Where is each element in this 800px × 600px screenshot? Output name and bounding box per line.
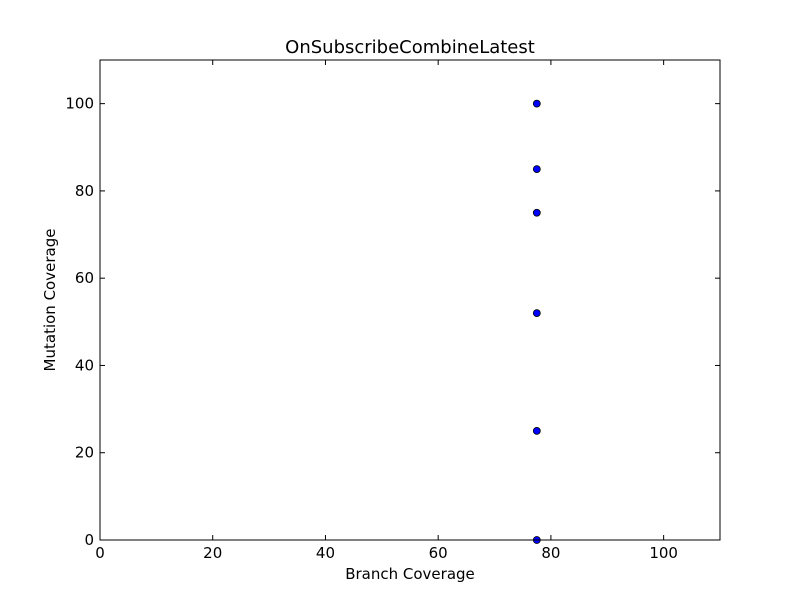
data-points xyxy=(532,99,541,544)
data-point xyxy=(532,165,541,173)
y-tick-label: 20 xyxy=(75,444,94,462)
x-tick-label: 80 xyxy=(541,544,560,562)
x-tick-label: 0 xyxy=(95,544,105,562)
chart-title: OnSubscribeCombineLatest xyxy=(285,37,535,58)
x-tick-label: 40 xyxy=(316,544,335,562)
data-point xyxy=(532,208,541,217)
y-tick-label: 60 xyxy=(75,269,94,287)
x-tick-label: 60 xyxy=(429,544,448,562)
y-axis-label: Mutation Coverage xyxy=(41,229,59,372)
y-tick-label: 100 xyxy=(65,95,94,113)
data-point xyxy=(532,309,541,317)
y-tick-label: 0 xyxy=(84,531,94,549)
data-point xyxy=(532,99,541,108)
plot-frame xyxy=(99,59,721,541)
x-tick-label: 100 xyxy=(649,544,678,562)
y-tick-label: 80 xyxy=(75,182,94,200)
axis-ticks: 0 20 40 60 80 100 0 20 40 60 80 100 xyxy=(65,60,720,562)
x-tick-label: 20 xyxy=(203,544,222,562)
x-axis-label: Branch Coverage xyxy=(345,565,475,583)
y-tick-label: 40 xyxy=(75,356,94,374)
data-point xyxy=(532,427,541,435)
